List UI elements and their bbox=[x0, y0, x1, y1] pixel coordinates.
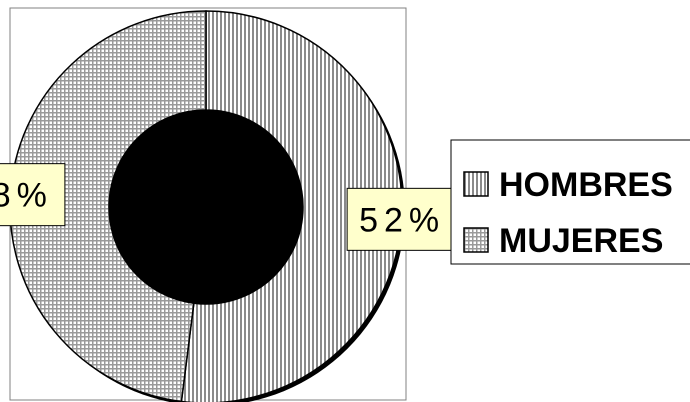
data-label-box bbox=[0, 163, 66, 227]
legend-label: MUJERES bbox=[499, 222, 663, 260]
data-label-text: 48% bbox=[0, 177, 53, 215]
slice-mujeres bbox=[9, 10, 207, 402]
data-label-text: 52% bbox=[359, 201, 445, 239]
legend-item-hombres: HOMBRES bbox=[463, 166, 673, 204]
legend-swatch bbox=[463, 171, 489, 197]
data-label-mujeres: 48% bbox=[0, 163, 66, 227]
data-label-box bbox=[346, 187, 458, 251]
data-label-hombres: 52% bbox=[346, 187, 458, 251]
legend-label: HOMBRES bbox=[499, 166, 673, 204]
slices-group bbox=[9, 10, 405, 402]
legend-item-mujeres: MUJERES bbox=[463, 222, 663, 260]
data-labels-group: 52% 48% bbox=[0, 163, 458, 251]
legend-border bbox=[450, 139, 690, 265]
legend: HOMBRES MUJERES bbox=[450, 139, 690, 265]
slice-hombres bbox=[180, 10, 403, 402]
legend-swatch bbox=[463, 227, 489, 253]
